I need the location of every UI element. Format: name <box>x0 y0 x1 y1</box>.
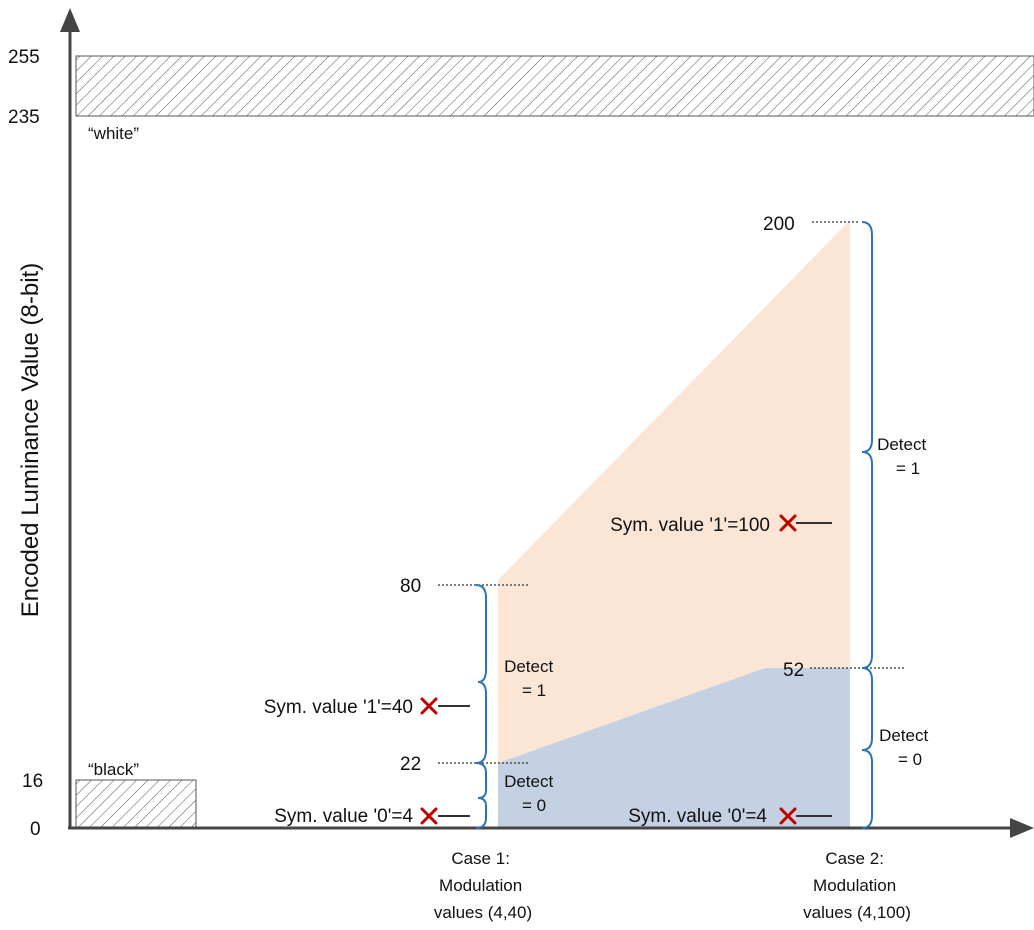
case1-to-case2-detect1-region <box>498 220 850 763</box>
case2-top-value: 200 <box>763 214 795 235</box>
black-zone-label: “black” <box>88 760 139 779</box>
white-reserved-range <box>75 55 1034 117</box>
case1-sym0-marker <box>420 807 470 825</box>
white-zone-label: “white” <box>88 124 139 143</box>
case1-label: Case 1: Modulation values (4,40) <box>434 849 532 922</box>
case1-top-value: 80 <box>400 576 421 597</box>
y-axis-arrowhead <box>60 8 80 32</box>
case2-label: Case 2: Modulation values (4,100) <box>803 849 911 922</box>
case2-detect1-label: Detect = 1 <box>877 435 931 478</box>
case2-sym1-marker <box>779 514 832 532</box>
black-reserved-range <box>75 779 197 829</box>
case1-threshold-value: 22 <box>400 754 421 775</box>
case2-detect0-brace <box>861 667 873 829</box>
case2-detect1-brace <box>861 221 873 669</box>
case2-sym0-marker <box>779 807 832 825</box>
case2-sym1-label: Sym. value '1'=100 <box>610 515 770 536</box>
x-axis-arrowhead <box>1010 818 1034 838</box>
tick-label-255: 255 <box>8 47 40 68</box>
tick-label-0: 0 <box>30 819 41 840</box>
case1-detect0-brace <box>475 762 487 829</box>
case1-sym0-label: Sym. value '0'=4 <box>274 806 413 827</box>
case2-threshold-value: 52 <box>783 660 804 681</box>
case2-sym0-label: Sym. value '0'=4 <box>628 806 767 827</box>
y-axis-title: Encoded Luminance Value (8-bit) <box>17 263 44 617</box>
tick-label-235: 235 <box>8 107 40 128</box>
case1-to-case2-detect0-region <box>498 668 850 828</box>
case1-detect1-label: Detect = 1 <box>504 657 558 700</box>
tick-label-16: 16 <box>22 771 43 792</box>
case1-sym1-label: Sym. value '1'=40 <box>264 697 413 718</box>
case2-detect0-label: Detect = 0 <box>879 726 933 769</box>
case1-detect0-label: Detect = 0 <box>504 772 558 815</box>
case1-detect1-brace <box>475 584 487 764</box>
case1-sym1-marker <box>420 697 470 715</box>
